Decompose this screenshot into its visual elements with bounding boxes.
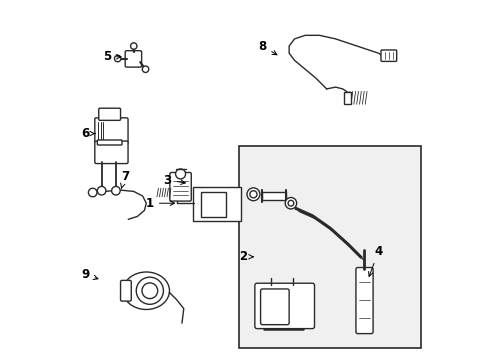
Circle shape [285,198,296,209]
Circle shape [130,43,137,49]
Bar [192,187,241,221]
Text: 8: 8 [258,40,276,55]
FancyBboxPatch shape [95,118,128,144]
Text: 7: 7 [121,170,129,188]
Bar [200,192,226,217]
Bar [343,92,350,104]
FancyBboxPatch shape [355,267,372,334]
FancyBboxPatch shape [99,108,121,120]
FancyBboxPatch shape [125,51,142,67]
Text: 5: 5 [102,50,121,63]
Circle shape [88,188,97,197]
Ellipse shape [123,272,169,310]
Text: 2: 2 [238,250,253,263]
Circle shape [246,188,259,201]
Circle shape [97,186,106,195]
FancyBboxPatch shape [260,289,288,325]
FancyBboxPatch shape [95,141,128,163]
Text: 6: 6 [81,127,95,140]
Circle shape [287,201,293,206]
Text: 4: 4 [368,245,382,276]
FancyBboxPatch shape [97,140,122,145]
Circle shape [142,283,157,298]
Circle shape [175,169,185,179]
FancyBboxPatch shape [380,50,396,62]
Circle shape [249,191,257,198]
FancyBboxPatch shape [254,283,314,329]
Circle shape [111,186,120,195]
Text: 9: 9 [81,268,98,281]
Circle shape [114,55,121,62]
Bar [261,192,285,201]
Circle shape [136,277,163,304]
Text: 1: 1 [145,197,174,210]
Circle shape [142,66,148,72]
FancyBboxPatch shape [121,280,131,301]
FancyBboxPatch shape [169,172,191,201]
Text: 3: 3 [163,174,185,186]
Bar [239,146,421,348]
